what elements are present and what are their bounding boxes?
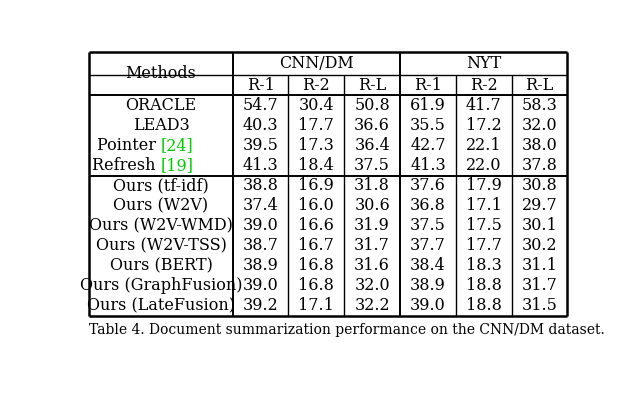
Text: 31.9: 31.9 xyxy=(354,217,390,234)
Text: 37.8: 37.8 xyxy=(522,157,557,174)
Text: Ours (W2V): Ours (W2V) xyxy=(113,197,209,214)
Text: 31.6: 31.6 xyxy=(354,257,390,274)
Text: R-2: R-2 xyxy=(470,77,498,94)
Text: 50.8: 50.8 xyxy=(355,97,390,114)
Text: 17.1: 17.1 xyxy=(298,297,334,314)
Text: 30.8: 30.8 xyxy=(522,177,557,194)
Text: 31.8: 31.8 xyxy=(354,177,390,194)
Text: 16.7: 16.7 xyxy=(298,237,334,254)
Text: 58.3: 58.3 xyxy=(522,97,557,114)
Text: 22.0: 22.0 xyxy=(466,157,502,174)
Text: R-2: R-2 xyxy=(303,77,330,94)
Text: 37.6: 37.6 xyxy=(410,177,446,194)
Text: 39.0: 39.0 xyxy=(243,277,278,294)
Text: 32.2: 32.2 xyxy=(355,297,390,314)
Text: 16.6: 16.6 xyxy=(298,217,334,234)
Text: 18.3: 18.3 xyxy=(466,257,502,274)
Text: 54.7: 54.7 xyxy=(243,97,278,114)
Text: R-L: R-L xyxy=(358,77,387,94)
Text: 18.8: 18.8 xyxy=(466,277,502,294)
Text: 61.9: 61.9 xyxy=(410,97,446,114)
Text: 17.7: 17.7 xyxy=(298,117,334,134)
Text: 39.0: 39.0 xyxy=(243,217,278,234)
Text: Ours (BERT): Ours (BERT) xyxy=(109,257,212,274)
Text: NYT: NYT xyxy=(466,55,501,72)
Text: 39.2: 39.2 xyxy=(243,297,278,314)
Text: 29.7: 29.7 xyxy=(522,197,557,214)
Text: 40.3: 40.3 xyxy=(243,117,278,134)
Text: 36.6: 36.6 xyxy=(354,117,390,134)
Text: 31.5: 31.5 xyxy=(522,297,557,314)
Text: R-L: R-L xyxy=(525,77,554,94)
Text: R-1: R-1 xyxy=(414,77,442,94)
Text: 30.2: 30.2 xyxy=(522,237,557,254)
Text: 17.2: 17.2 xyxy=(466,117,502,134)
Text: Ours (W2V-TSS): Ours (W2V-TSS) xyxy=(95,237,227,254)
Text: [19]: [19] xyxy=(161,157,194,174)
Text: 39.5: 39.5 xyxy=(243,137,278,154)
Text: 17.3: 17.3 xyxy=(298,137,334,154)
Text: 17.1: 17.1 xyxy=(466,197,502,214)
Text: 17.7: 17.7 xyxy=(466,237,502,254)
Text: 36.4: 36.4 xyxy=(355,137,390,154)
Text: LEAD3: LEAD3 xyxy=(132,117,189,134)
Text: Ours (GraphFusion): Ours (GraphFusion) xyxy=(80,277,242,294)
Text: 38.4: 38.4 xyxy=(410,257,446,274)
Text: 41.3: 41.3 xyxy=(243,157,278,174)
Text: 32.0: 32.0 xyxy=(355,277,390,294)
Text: 22.1: 22.1 xyxy=(466,137,502,154)
Text: CNN/DM: CNN/DM xyxy=(279,55,354,72)
Text: Ours (W2V-WMD): Ours (W2V-WMD) xyxy=(89,217,233,234)
Text: [24]: [24] xyxy=(161,137,194,154)
Text: Pointer: Pointer xyxy=(97,137,161,154)
Text: R-1: R-1 xyxy=(246,77,275,94)
Text: 31.7: 31.7 xyxy=(354,237,390,254)
Text: 16.0: 16.0 xyxy=(298,197,334,214)
Text: 18.8: 18.8 xyxy=(466,297,502,314)
Text: Refresh: Refresh xyxy=(92,157,161,174)
Text: 16.8: 16.8 xyxy=(298,257,334,274)
Text: ORACLE: ORACLE xyxy=(125,97,196,114)
Text: Ours (LateFusion): Ours (LateFusion) xyxy=(87,297,235,314)
Text: 42.7: 42.7 xyxy=(410,137,446,154)
Text: 17.5: 17.5 xyxy=(466,217,502,234)
Text: 41.3: 41.3 xyxy=(410,157,446,174)
Text: 37.7: 37.7 xyxy=(410,237,446,254)
Text: 36.8: 36.8 xyxy=(410,197,446,214)
Text: 38.9: 38.9 xyxy=(243,257,278,274)
Text: 17.9: 17.9 xyxy=(466,177,502,194)
Text: 16.9: 16.9 xyxy=(298,177,334,194)
Text: 37.5: 37.5 xyxy=(354,157,390,174)
Text: 37.5: 37.5 xyxy=(410,217,446,234)
Text: 38.7: 38.7 xyxy=(243,237,278,254)
Text: 37.4: 37.4 xyxy=(243,197,278,214)
Text: 30.1: 30.1 xyxy=(522,217,557,234)
Text: 38.9: 38.9 xyxy=(410,277,446,294)
Text: 31.7: 31.7 xyxy=(522,277,557,294)
Text: 31.1: 31.1 xyxy=(522,257,557,274)
Text: 18.4: 18.4 xyxy=(298,157,334,174)
Text: Table 4. Document summarization performance on the CNN/DM dataset.: Table 4. Document summarization performa… xyxy=(90,322,605,337)
Text: 38.8: 38.8 xyxy=(243,177,278,194)
Text: 30.4: 30.4 xyxy=(299,97,334,114)
Text: Methods: Methods xyxy=(125,65,196,82)
Text: 35.5: 35.5 xyxy=(410,117,446,134)
Text: Ours (tf-idf): Ours (tf-idf) xyxy=(113,177,209,194)
Text: 38.0: 38.0 xyxy=(522,137,557,154)
Text: 30.6: 30.6 xyxy=(355,197,390,214)
Text: 32.0: 32.0 xyxy=(522,117,557,134)
Text: 41.7: 41.7 xyxy=(466,97,502,114)
Text: 16.8: 16.8 xyxy=(298,277,334,294)
Text: 39.0: 39.0 xyxy=(410,297,446,314)
